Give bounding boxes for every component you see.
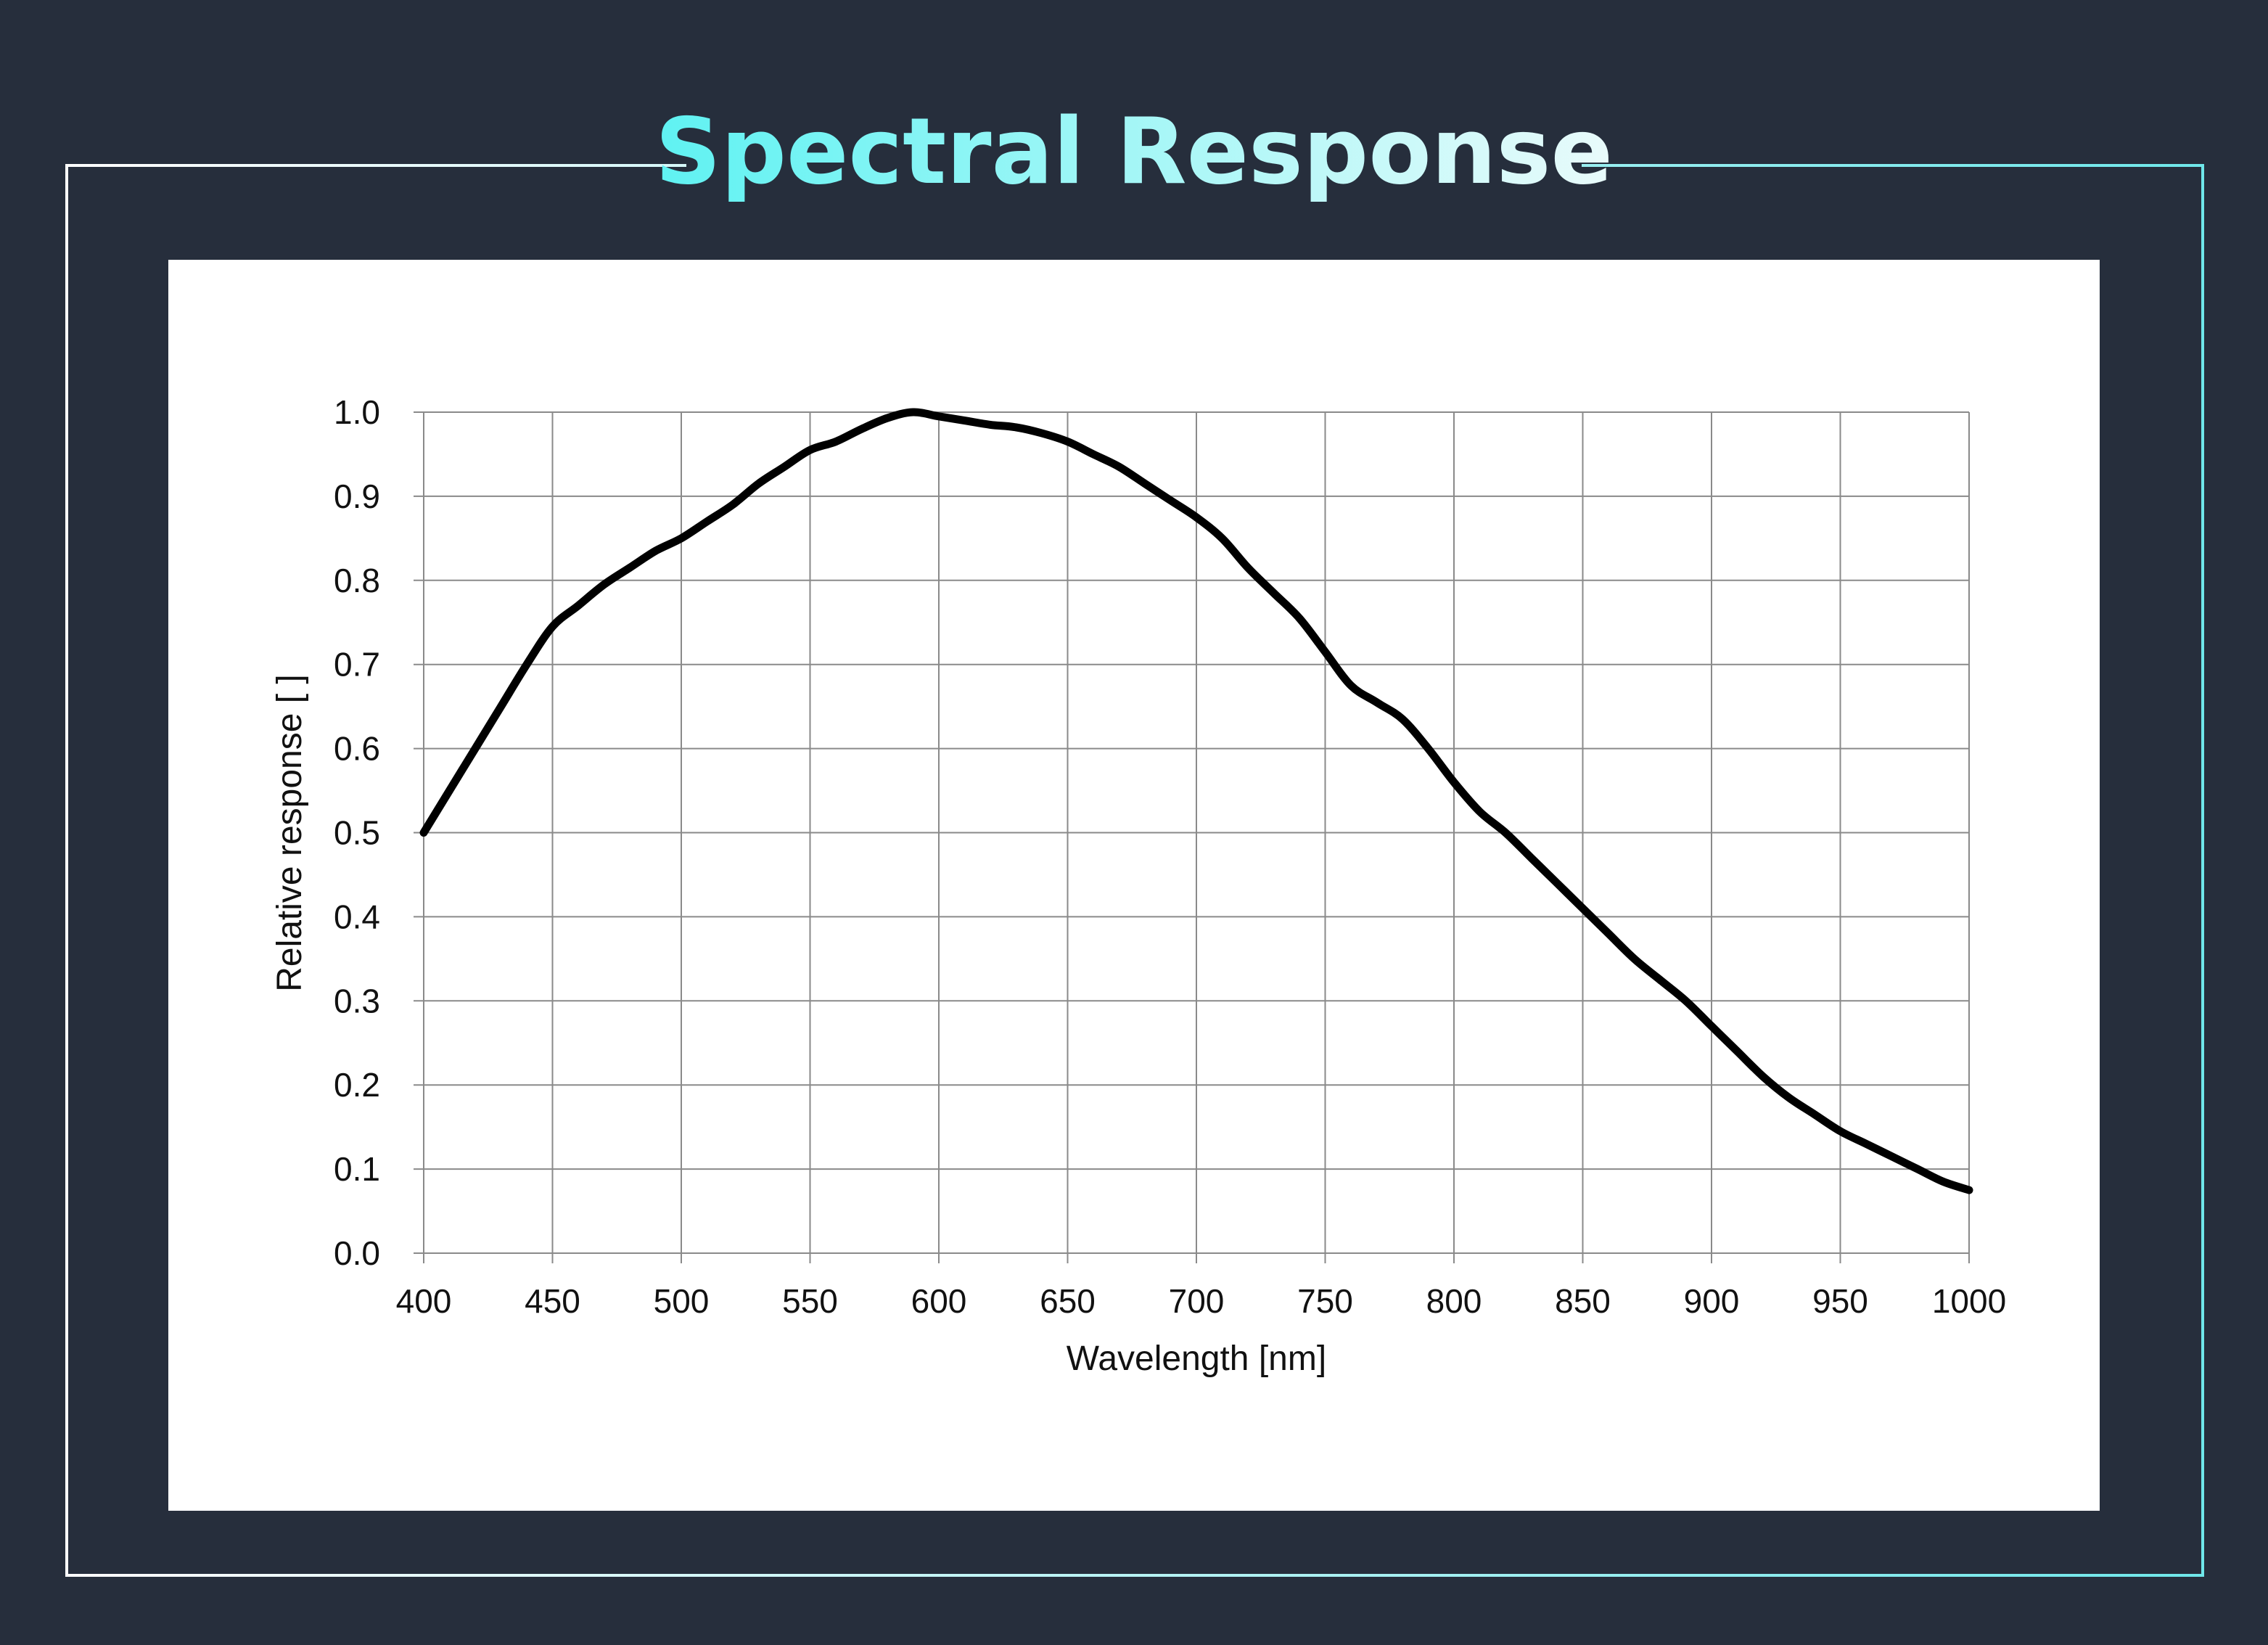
x-axis-ticks: 400 450 500 550 600 650 700 750 800 850 900 950 1000 [396,1282,2007,1320]
chart-series [419,408,1973,1194]
y-tick-label: 0.2 [334,1066,380,1104]
y-tick-label: 0.0 [334,1234,380,1272]
y-tick-label: 0.8 [334,562,380,599]
x-tick-label: 450 [525,1282,580,1320]
x-tick-label: 400 [396,1282,452,1320]
x-tick-label: 550 [782,1282,838,1320]
y-tick-label: 0.6 [334,730,380,768]
frame [65,164,2204,1577]
x-tick-label: 800 [1426,1282,1482,1320]
y-tick-label: 0.3 [334,982,380,1020]
chart-grid [414,411,1970,1263]
x-tick-label: 950 [1812,1282,1868,1320]
x-tick-label: 1000 [1932,1282,2006,1320]
x-tick-label: 600 [911,1282,967,1320]
x-tick-label: 900 [1684,1282,1740,1320]
x-tick-label: 850 [1555,1282,1611,1320]
y-tick-label: 0.4 [334,898,380,935]
x-axis-label: Wavelength [nm] [1067,1340,1326,1378]
frame-border [65,164,2204,1577]
y-tick-label: 1.0 [334,393,380,431]
y-axis-label: Relative response [ ] [271,674,309,992]
x-tick-label: 650 [1040,1282,1096,1320]
y-axis-ticks: 0.0 0.1 0.2 0.3 0.4 0.5 0.6 0.7 0.8 0.9 1.0 [334,393,380,1272]
plot-panel [168,260,2100,1511]
y-tick-label: 0.9 [334,477,380,515]
y-tick-label: 0.7 [334,646,380,684]
response-curve [419,408,1973,1194]
x-tick-label: 700 [1169,1282,1225,1320]
x-tick-label: 750 [1297,1282,1353,1320]
x-tick-label: 500 [654,1282,710,1320]
y-tick-label: 0.1 [334,1150,380,1188]
y-tick-label: 0.5 [334,814,380,852]
page-title: Spectral Response [655,98,1613,205]
